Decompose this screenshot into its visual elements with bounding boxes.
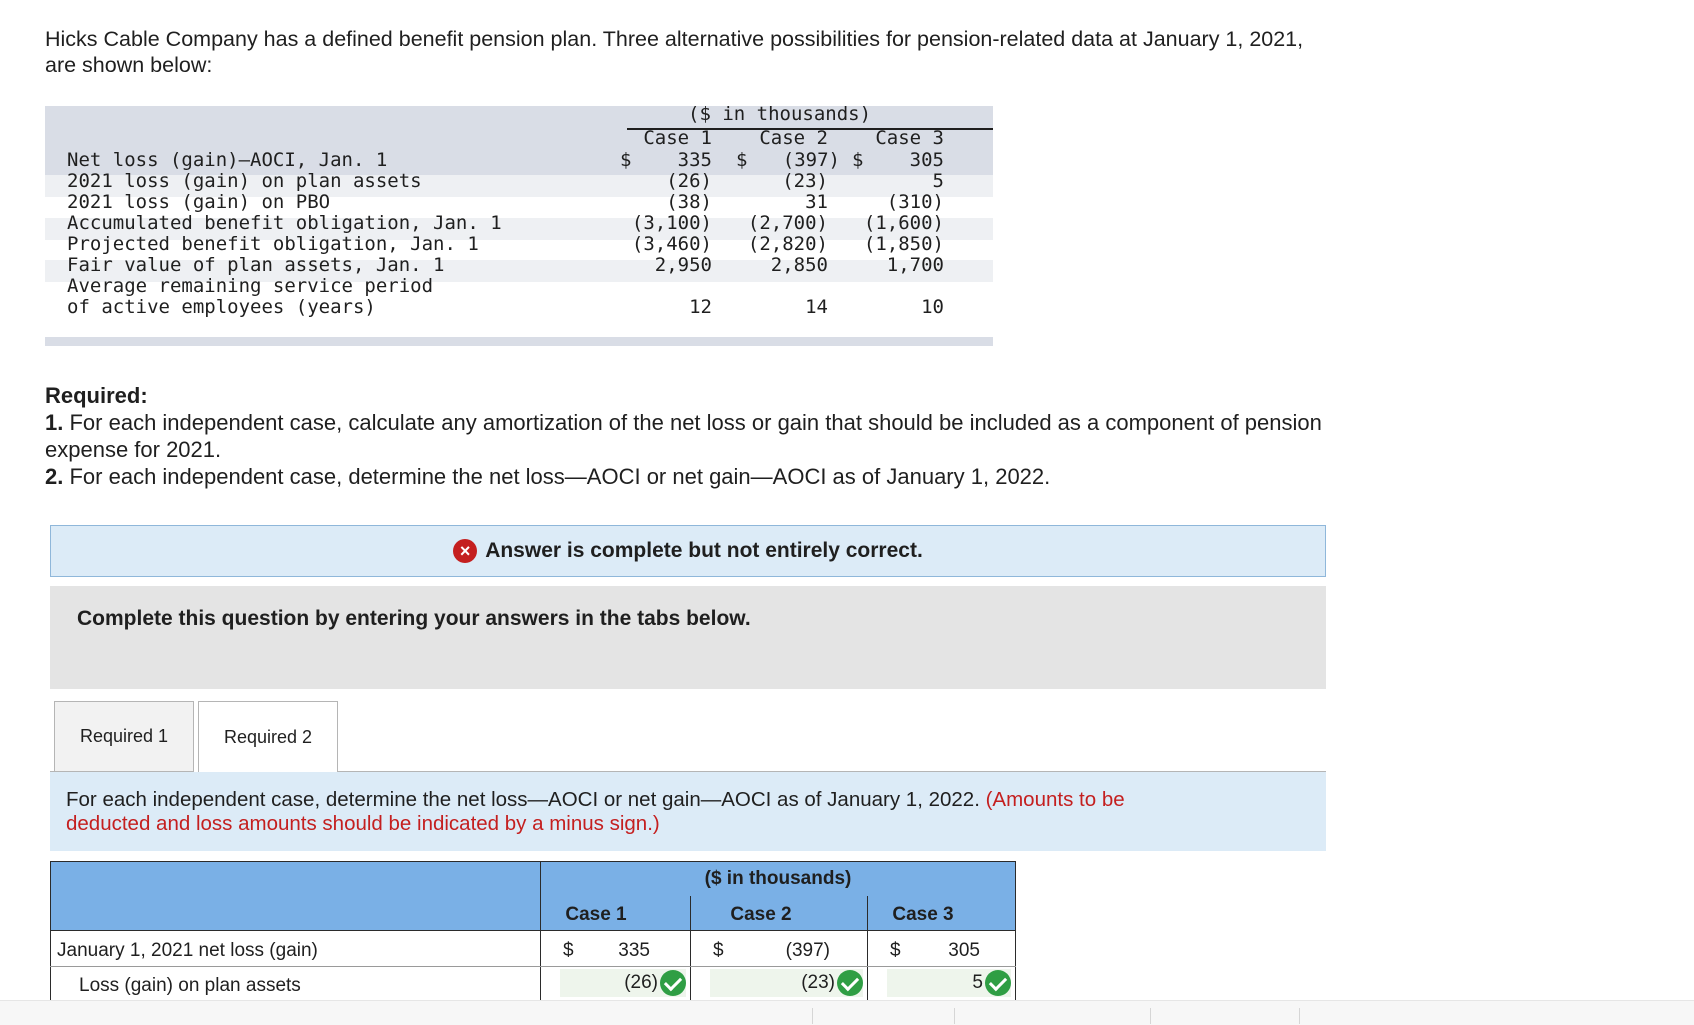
given-col-case-1: Case 1: [643, 127, 712, 149]
given-table-footer-band: [45, 337, 993, 346]
result-banner: × Answer is complete but not entirely co…: [50, 525, 1326, 577]
answer-value: (26): [624, 972, 658, 993]
intro-line-1: Hicks Cable Company has a defined benefi…: [45, 27, 1304, 51]
result-message: Answer is complete but not entirely corr…: [485, 539, 923, 562]
given-col-case-3: Case 3: [875, 127, 944, 149]
given-unit-header: ($ in thousands): [688, 103, 872, 125]
given-value: 305: [909, 149, 944, 171]
complete-prompt: Complete this question by entering your …: [77, 607, 751, 630]
answer-table-subheader: [50, 896, 1016, 931]
instruction-text: For each independent case, determine the…: [66, 788, 1125, 835]
answer-row-label: Loss (gain) on plan assets: [79, 975, 301, 996]
given-value: 2,950: [654, 254, 712, 276]
given-value: 10: [921, 296, 944, 318]
given-row-label: Net loss (gain)—AOCI, Jan. 1: [67, 149, 388, 171]
given-table-header-band: [45, 106, 993, 175]
given-value: 5: [932, 170, 944, 192]
given-value: (3,460): [631, 233, 712, 255]
given-value: 12: [689, 296, 712, 318]
answer-input-case-1[interactable]: (26): [560, 969, 686, 997]
required-list: 1. For each independent case, calculate …: [45, 409, 1445, 490]
column-divider: [50, 861, 51, 1000]
check-icon: [985, 970, 1011, 996]
tab-baseline: [50, 771, 54, 772]
given-value: 2,850: [770, 254, 828, 276]
answer-value: (23): [801, 972, 835, 993]
answer-col-case-1: Case 1: [565, 904, 627, 925]
given-value: (2,820): [747, 233, 828, 255]
given-col-case-2: Case 2: [759, 127, 828, 149]
tab-label: Required 2: [223, 727, 313, 747]
given-value: (1,600): [863, 212, 944, 234]
given-row-label-cont: of active employees (years): [67, 296, 376, 318]
column-divider: [867, 896, 868, 1000]
given-row-stripe: [45, 175, 993, 197]
given-row-stripe: [45, 218, 993, 240]
bottom-toolbar: [0, 1000, 1694, 1025]
instruction-box: For each independent case, determine the…: [50, 772, 1326, 851]
answer-value: 305: [948, 940, 980, 961]
required-title: Required:: [45, 383, 148, 408]
answer-value: (397): [785, 940, 830, 961]
answer-value: 335: [618, 940, 650, 961]
toolbar-divider: [1299, 1008, 1300, 1024]
given-row-label: 2021 loss (gain) on plan assets: [67, 170, 422, 192]
tab-required-2[interactable]: Required 2: [198, 701, 338, 773]
given-row-label: Fair value of plan assets, Jan. 1: [67, 254, 445, 276]
x-circle-icon: ×: [453, 539, 478, 563]
given-row-label: Average remaining service period: [67, 275, 434, 297]
check-icon: [660, 970, 686, 996]
currency-symbol: $: [620, 149, 632, 171]
tab-label: Required 1: [79, 726, 169, 746]
tab-baseline: [338, 771, 1326, 772]
column-divider: [690, 896, 691, 1000]
required-item-2: 2. For each independent case, determine …: [45, 464, 1051, 489]
given-row-label: Projected benefit obligation, Jan. 1: [67, 233, 479, 255]
given-value: (26): [666, 170, 712, 192]
given-value: 31: [805, 191, 828, 213]
tab-required-1[interactable]: Required 1: [54, 701, 194, 772]
check-icon: [837, 970, 863, 996]
given-row-label: 2021 loss (gain) on PBO: [67, 191, 331, 213]
required-item-1-cont: expense for 2021.: [45, 437, 222, 462]
toolbar-divider: [812, 1008, 813, 1024]
given-value: (1,850): [863, 233, 944, 255]
currency-symbol: $: [736, 149, 748, 171]
given-value: 14: [805, 296, 828, 318]
given-row-stripe: [45, 260, 993, 282]
answer-unit-header: ($ in thousands): [704, 868, 852, 889]
given-value: (3,100): [631, 212, 712, 234]
instruction-note-cont: deducted and loss amounts should be indi…: [66, 812, 660, 835]
column-divider: [540, 861, 541, 1000]
toolbar-divider: [1150, 1008, 1151, 1024]
answer-input-case-3[interactable]: 5: [887, 969, 1011, 997]
complete-prompt-box: Complete this question by entering your …: [50, 586, 1326, 689]
given-value: (38): [666, 191, 712, 213]
given-header-rule: [627, 128, 993, 130]
currency-symbol: $: [890, 940, 901, 961]
answer-col-case-3: Case 3: [892, 904, 954, 925]
row-divider: [50, 966, 1016, 967]
given-value: (397): [782, 149, 840, 171]
answer-col-case-2: Case 2: [730, 904, 792, 925]
column-divider: [1015, 861, 1016, 1000]
instruction-note: (Amounts to be: [985, 788, 1125, 811]
answer-input-case-2[interactable]: (23): [710, 969, 863, 997]
given-row-label: Accumulated benefit obligation, Jan. 1: [67, 212, 502, 234]
given-value: (23): [782, 170, 828, 192]
answer-value: 5: [972, 972, 983, 993]
currency-symbol: $: [563, 940, 574, 961]
required-item-1: 1. For each independent case, calculate …: [45, 410, 1322, 435]
given-value: 335: [677, 149, 712, 171]
given-value: (310): [886, 191, 944, 213]
given-value: (2,700): [747, 212, 828, 234]
given-value: 1,700: [886, 254, 944, 276]
currency-symbol: $: [852, 149, 864, 171]
intro-line-2: are shown below:: [45, 53, 213, 77]
intro-text: Hicks Cable Company has a defined benefi…: [45, 26, 1445, 78]
toolbar-divider: [954, 1008, 955, 1024]
answer-row-label: January 1, 2021 net loss (gain): [57, 940, 318, 961]
currency-symbol: $: [713, 940, 724, 961]
